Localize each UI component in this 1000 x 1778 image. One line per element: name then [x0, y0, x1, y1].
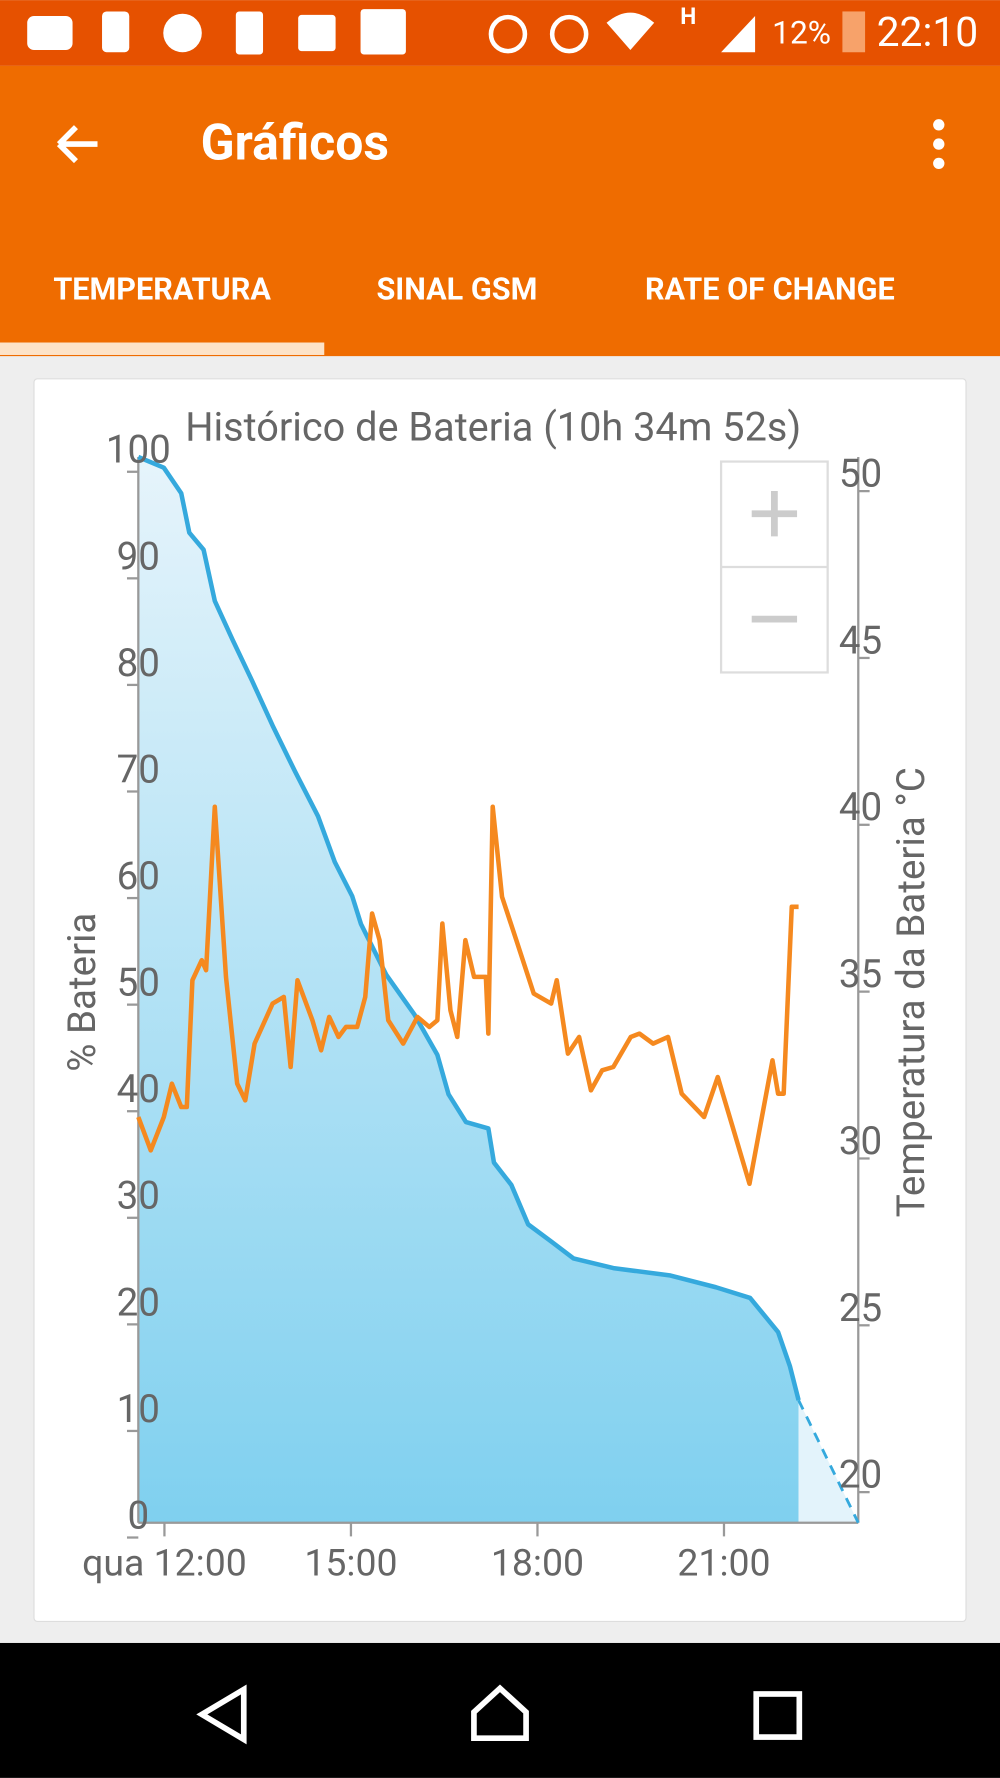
y-tick-label: 0 [127, 1493, 149, 1538]
app-title: Gráficos [201, 115, 389, 173]
x-tick-label: 21:00 [677, 1542, 770, 1586]
y-tick-label: 100 [106, 428, 171, 473]
y-tick-label: 30 [117, 1174, 160, 1219]
area [138, 457, 799, 1523]
overflow-menu[interactable] [933, 119, 945, 170]
app-bar [0, 65, 1000, 357]
y2-tick-label: 30 [839, 1119, 882, 1164]
y-tick-label: 80 [117, 641, 160, 686]
x-tick-label: qua 12:00 [82, 1542, 247, 1586]
network-type: H [680, 3, 696, 30]
line [797, 1399, 860, 1524]
tab-indicator [0, 342, 325, 355]
y-tick-label: 40 [117, 1067, 160, 1112]
line [136, 804, 799, 1187]
y2-axis-title: Temperatura da Bateria °C [889, 767, 934, 1217]
y-tick-label: 60 [117, 854, 160, 899]
y-tick-label: 70 [117, 747, 160, 792]
y2-tick-label: 45 [839, 618, 882, 663]
y2-tick-label: 25 [839, 1286, 882, 1331]
x-tick-label: 18:00 [491, 1542, 584, 1586]
y-axis-title: % Bateria [60, 913, 105, 1072]
nav-home[interactable] [471, 1684, 529, 1742]
tab[interactable]: SINAL GSM [376, 273, 537, 308]
tab[interactable]: RATE OF CHANGE [645, 273, 895, 308]
chart-title: Histórico de Bateria (10h 34m 52s) [185, 403, 801, 450]
y-tick-label: 10 [117, 1387, 160, 1432]
chart: 0 10 20 30 40 50 60 70 80 90 100 20 25 30 35 40 45 50 qua … [60, 403, 934, 1585]
y2-tick-label: 50 [839, 452, 882, 497]
nav-bar [0, 1642, 1000, 1778]
zoom-controls [719, 460, 829, 674]
clock: 22:10 [877, 8, 979, 56]
y2-tick-label: 40 [839, 785, 882, 830]
y2-tick-label: 20 [839, 1453, 882, 1498]
tab[interactable]: TEMPERATURA [53, 273, 271, 308]
line [137, 454, 801, 1401]
nav-back[interactable] [196, 1684, 247, 1745]
y-tick-label: 20 [117, 1280, 160, 1325]
y-tick-label: 90 [117, 534, 160, 579]
nav-recents[interactable] [753, 1691, 803, 1740]
zoom-in[interactable] [751, 491, 798, 537]
x-tick-label: 15:00 [304, 1542, 397, 1586]
back-button[interactable] [56, 125, 98, 164]
area [798, 1400, 859, 1523]
battery-percent: 12% [772, 15, 831, 52]
y-tick-label: 50 [117, 961, 160, 1006]
y2-tick-label: 35 [839, 952, 882, 997]
